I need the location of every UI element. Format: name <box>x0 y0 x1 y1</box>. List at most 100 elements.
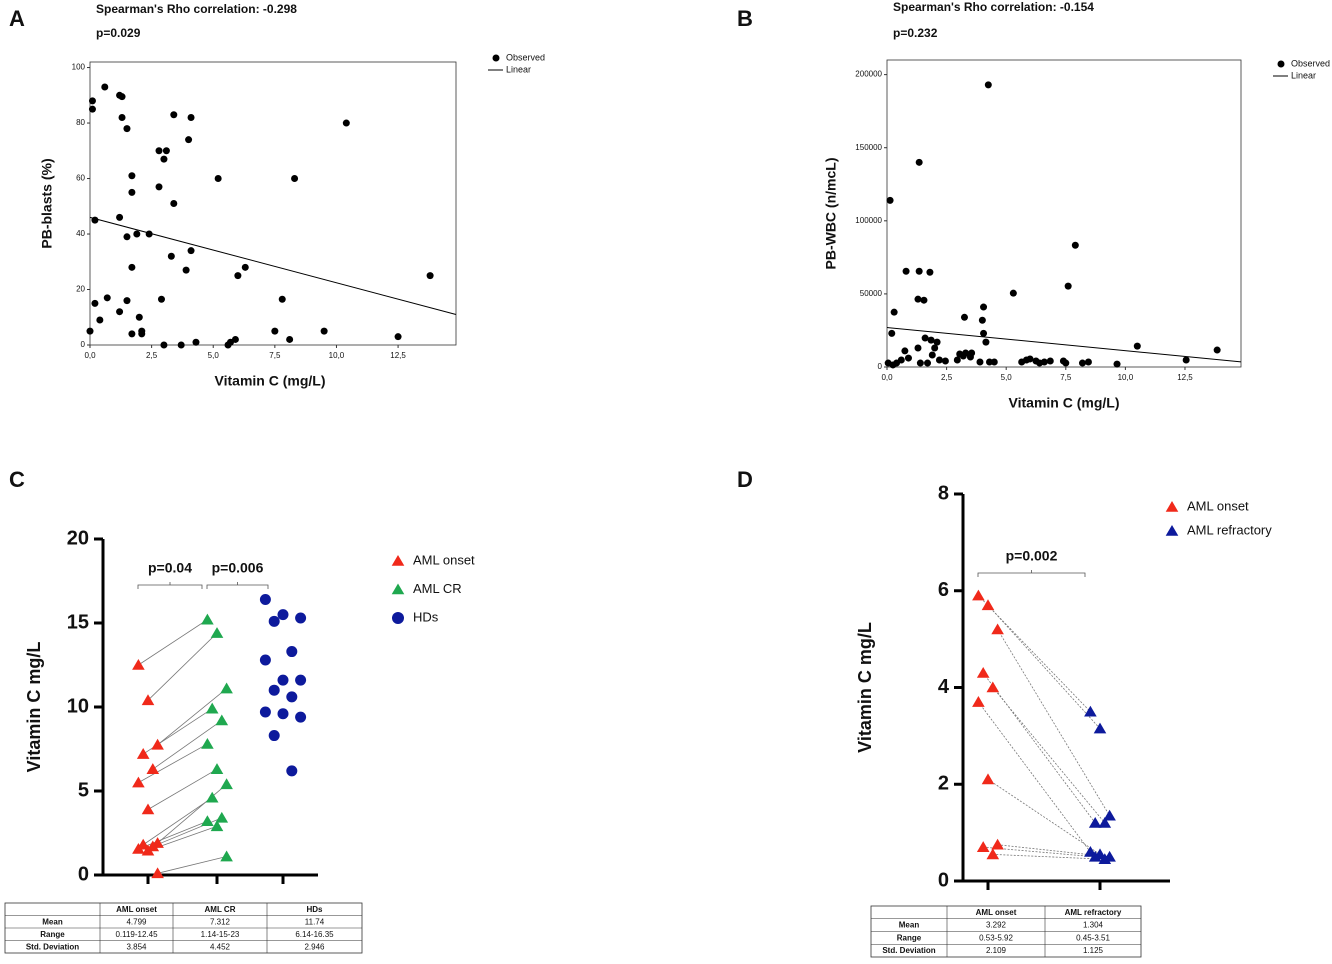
data-point <box>986 681 1000 693</box>
x-tick-label: 12,5 <box>390 351 406 360</box>
data-point <box>986 848 1000 860</box>
data-point <box>962 349 970 357</box>
panel-letter: B <box>737 6 753 31</box>
data-point <box>215 811 229 823</box>
table-row-label: Mean <box>899 921 920 930</box>
data-point <box>277 609 289 621</box>
legend-marker <box>1165 525 1179 536</box>
y-axis-label: Vitamin C mg/L <box>855 622 875 753</box>
data-point <box>234 272 242 280</box>
pair-line <box>142 797 213 846</box>
annotation: p=0.002 <box>1006 548 1058 564</box>
data-point <box>192 338 200 346</box>
data-point <box>990 358 998 366</box>
data-point <box>128 188 136 196</box>
x-axis-label: Vitamin C (mg/L) <box>1009 395 1120 411</box>
table-cell: 0.53-5.92 <box>979 933 1013 942</box>
pair-line <box>157 856 227 874</box>
pair-line <box>992 687 1106 824</box>
data-point <box>982 338 990 346</box>
pair-line <box>152 720 223 770</box>
data-point <box>291 175 299 183</box>
data-point <box>1113 360 1121 368</box>
y-tick-label: 6 <box>938 579 949 601</box>
data-point <box>155 183 163 191</box>
data-point <box>160 155 168 163</box>
data-point <box>146 763 160 774</box>
data-point <box>1133 342 1141 350</box>
legend-label: Observed <box>506 52 545 62</box>
legend-marker <box>391 555 405 566</box>
data-point <box>187 113 195 121</box>
data-point <box>953 356 961 364</box>
data-point <box>86 327 94 335</box>
data-point <box>259 654 271 666</box>
data-point <box>1064 282 1072 290</box>
panel-letter: D <box>737 467 753 492</box>
data-point <box>295 711 307 723</box>
data-point <box>902 267 910 275</box>
table-cell: 11.74 <box>305 917 325 926</box>
x-tick-label: 7,5 <box>1060 373 1072 382</box>
data-point <box>118 113 126 121</box>
table-cell: 3.854 <box>126 942 147 951</box>
x-tick-label: 2,5 <box>941 373 953 382</box>
data-point <box>118 93 126 101</box>
legend-marker <box>492 54 500 62</box>
data-point <box>123 125 131 133</box>
data-point <box>1098 853 1112 865</box>
data-point <box>1078 359 1086 367</box>
data-point <box>914 295 922 303</box>
x-tick-label: 10,0 <box>329 351 345 360</box>
data-point <box>342 119 350 127</box>
plot-frame <box>886 59 1242 368</box>
data-point <box>915 158 923 166</box>
data-point <box>1026 355 1034 363</box>
pair-line <box>147 768 218 810</box>
data-point <box>88 97 96 105</box>
pair-line <box>987 779 1101 855</box>
data-point <box>1088 850 1102 862</box>
chart-subtitle: p=0.029 <box>96 26 141 40</box>
data-point <box>101 83 109 91</box>
data-point <box>924 359 932 367</box>
y-tick-label: 100000 <box>855 216 882 225</box>
table-cell: 6.14-16.35 <box>295 930 334 939</box>
data-point <box>220 682 233 694</box>
annotation: p=0.04 <box>148 560 192 576</box>
data-point <box>888 329 896 337</box>
data-point <box>921 334 929 342</box>
data-point <box>133 230 141 238</box>
data-point <box>185 136 193 144</box>
data-point <box>1040 358 1048 366</box>
data-point <box>116 213 124 221</box>
data-point <box>268 684 280 696</box>
data-point <box>991 838 1004 850</box>
data-point <box>151 867 164 879</box>
data-point <box>177 341 185 349</box>
pair-line <box>152 817 222 847</box>
pair-line <box>982 672 1096 824</box>
data-point <box>890 308 898 316</box>
legend-label: AML onset <box>1187 498 1249 513</box>
data-point <box>394 333 402 341</box>
data-point <box>1213 346 1221 354</box>
table-header: AML onset <box>116 905 157 914</box>
y-tick-label: 100 <box>72 63 86 72</box>
data-point <box>914 344 922 352</box>
data-point <box>205 702 219 714</box>
y-tick-label: 60 <box>76 174 85 183</box>
data-point <box>1084 705 1097 717</box>
data-point <box>157 295 165 303</box>
data-point <box>941 357 949 365</box>
data-point <box>916 359 924 367</box>
table-row-label: Range <box>897 933 922 942</box>
data-point <box>103 294 111 302</box>
data-point <box>928 351 936 359</box>
y-tick-label: 200000 <box>855 70 882 79</box>
y-tick-label: 20 <box>67 527 89 549</box>
x-tick-label: 12,5 <box>1177 373 1193 382</box>
y-axis-label: PB-WBC (n/mcL) <box>823 158 839 270</box>
